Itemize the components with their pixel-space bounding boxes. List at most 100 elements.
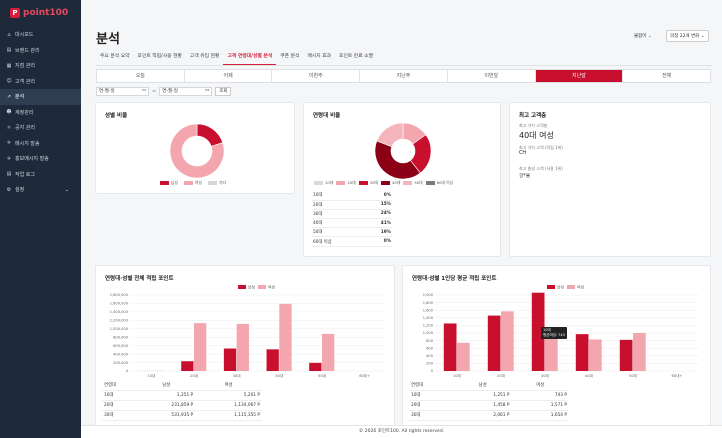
y-tick-label: 1,400,000: [110, 310, 129, 314]
bar[interactable]: [181, 361, 194, 371]
analysis-tab[interactable]: 쿠폰 분석: [280, 54, 300, 59]
bar[interactable]: [279, 303, 292, 371]
table-cell: 1,134,067 P: [195, 400, 262, 411]
sidebar-item-label: 분석: [15, 94, 25, 101]
bar[interactable]: [633, 333, 646, 371]
analysis-tab[interactable]: 주요 분석 요약: [100, 54, 130, 59]
legend-swatch: [258, 285, 266, 289]
age-slice[interactable]: [376, 122, 404, 148]
age-slice[interactable]: [374, 140, 421, 180]
date-to-input[interactable]: 연-월-일 ▭: [159, 87, 213, 96]
x-tick-label: 20대: [497, 373, 505, 378]
date-from-input[interactable]: 연-월-일 ▭: [96, 87, 149, 96]
bar[interactable]: [545, 331, 558, 371]
legend-item: 60대 이상: [425, 180, 453, 186]
legend-label: 남성: [248, 285, 255, 290]
table-cell: 1,654 P: [511, 410, 569, 421]
period-option[interactable]: 이번주: [272, 70, 361, 82]
legend-label: 기타: [219, 180, 226, 185]
period-option[interactable]: 지난주: [360, 70, 448, 82]
analysis-tab[interactable]: 고객 연령대/성별 분석: [223, 53, 277, 65]
sidebar-item[interactable]: ↗ 분석: [0, 89, 81, 105]
user-menu[interactable]: 불합어 ⌄: [634, 34, 652, 39]
legend-label: 여성: [195, 180, 202, 185]
x-tick-label: 20대: [190, 373, 198, 378]
analysis-tab[interactable]: 메시지 효과: [307, 54, 332, 59]
sidebar-item[interactable]: ▤ 브랜드 관리: [0, 43, 81, 59]
legend-item: 10대: [314, 180, 333, 186]
tooltip-title: 10대: [543, 328, 551, 332]
analysis-tab[interactable]: 고객 유입 현황: [189, 54, 220, 59]
period-option[interactable]: 이번달: [448, 70, 536, 82]
x-tick-label: 50대: [318, 373, 326, 378]
average-points-bar-chart: 0 200 400 600 800 1,000 1,200 1,400 1,600 1,800 2,…: [423, 285, 699, 378]
bar[interactable]: [531, 292, 545, 371]
sidebar-item[interactable]: ⚙ 설정 ⌄: [0, 182, 81, 198]
y-tick-label: 1,600,000: [110, 302, 129, 306]
sidebar-item-label: 지점 관리: [15, 63, 35, 70]
bar[interactable]: [575, 334, 589, 371]
bar[interactable]: [589, 339, 602, 371]
bar[interactable]: [619, 339, 633, 371]
brand-logo[interactable]: P point100: [0, 5, 81, 21]
period-option[interactable]: 전체: [662, 73, 672, 79]
account-button[interactable]: 의정 22개 변화 ⌄: [666, 30, 709, 42]
table-header-cell: 연령대: [102, 380, 138, 391]
period-option[interactable]: 어제: [185, 70, 273, 82]
analysis-tab[interactable]: 포인트 적립/사용 현황: [137, 54, 182, 59]
table-header-cell: 남성: [453, 380, 512, 391]
gender-donut-chart: [169, 123, 225, 179]
table-cell: 531,935 P: [137, 410, 196, 421]
x-tick-label: 10대: [147, 373, 155, 378]
sidebar-item[interactable]: ▤ 작업 로그: [0, 167, 81, 183]
x-tick-label: 60대+: [672, 373, 683, 378]
age-cell: 10대: [312, 191, 363, 201]
search-button[interactable]: 조회: [215, 87, 232, 96]
bar[interactable]: [457, 342, 470, 371]
top-customer-value: 40대 여성: [519, 131, 554, 140]
table-row: 30대 531,935 P 1,115,355 P: [102, 410, 262, 421]
sidebar-item[interactable]: ✈ 홍보메시지 발송: [0, 151, 81, 167]
table-cell: 743 P: [511, 390, 569, 401]
sidebar-item-label: 브랜드 관리: [15, 47, 40, 54]
x-tick-label: 50대: [629, 373, 637, 378]
bar[interactable]: [322, 333, 335, 371]
bar[interactable]: [223, 348, 237, 371]
table-row: 10대 0%: [312, 191, 392, 201]
gender-slice[interactable]: [169, 123, 225, 179]
y-tick-label: 1,400: [423, 316, 434, 320]
gear-icon: ⚙: [6, 186, 12, 193]
analysis-tab[interactable]: 포인트 만료 소멸: [339, 54, 373, 59]
legend-swatch: [380, 181, 390, 185]
sidebar-item[interactable]: ☻ 계정관리: [0, 105, 81, 121]
sidebar-nav: ⌂ 대시보드 ▤ 브랜드 관리 ▦ 지점 관리 ☺ 고객 관리 ↗ 분석 ☻ 계정관리 ☼ 공지 관리 ✈ 메…: [0, 27, 81, 198]
y-tick-label: 0: [431, 369, 434, 373]
sidebar-item[interactable]: ⌂ 대시보드: [0, 27, 81, 43]
bar[interactable]: [236, 323, 249, 371]
gender-slice[interactable]: [196, 123, 224, 147]
sidebar-item[interactable]: ☼ 공지 관리: [0, 120, 81, 136]
period-option[interactable]: 오늘: [97, 70, 185, 82]
bar[interactable]: [487, 315, 501, 371]
y-tick-label: 1,200: [423, 324, 434, 328]
bar[interactable]: [501, 311, 514, 371]
bar[interactable]: [309, 362, 322, 371]
age-cell: 50대: [312, 227, 363, 238]
period-option[interactable]: 지난달: [535, 70, 624, 82]
sidebar-item[interactable]: ☺ 고객 관리: [0, 74, 81, 90]
bar[interactable]: [266, 349, 279, 371]
bar[interactable]: [194, 323, 207, 371]
table-cell: 10대: [102, 390, 138, 401]
y-tick-label: 1,600: [423, 308, 434, 312]
legend-swatch: [567, 285, 575, 289]
age-cell: 20대: [312, 200, 363, 210]
legend-swatch: [336, 181, 346, 185]
calendar-icon: ▭: [141, 88, 146, 93]
table-cell: 231,859 P: [137, 400, 196, 411]
period-selector: 오늘 어제 이번주 지난주 이번달 지난달 전체: [96, 69, 711, 83]
bar[interactable]: [443, 323, 457, 371]
sidebar-item[interactable]: ✈ 메시지 발송: [0, 136, 81, 152]
table-row: 20대 15%: [312, 200, 392, 210]
store-icon: ▦: [6, 62, 12, 69]
sidebar-item[interactable]: ▦ 지점 관리: [0, 58, 81, 74]
